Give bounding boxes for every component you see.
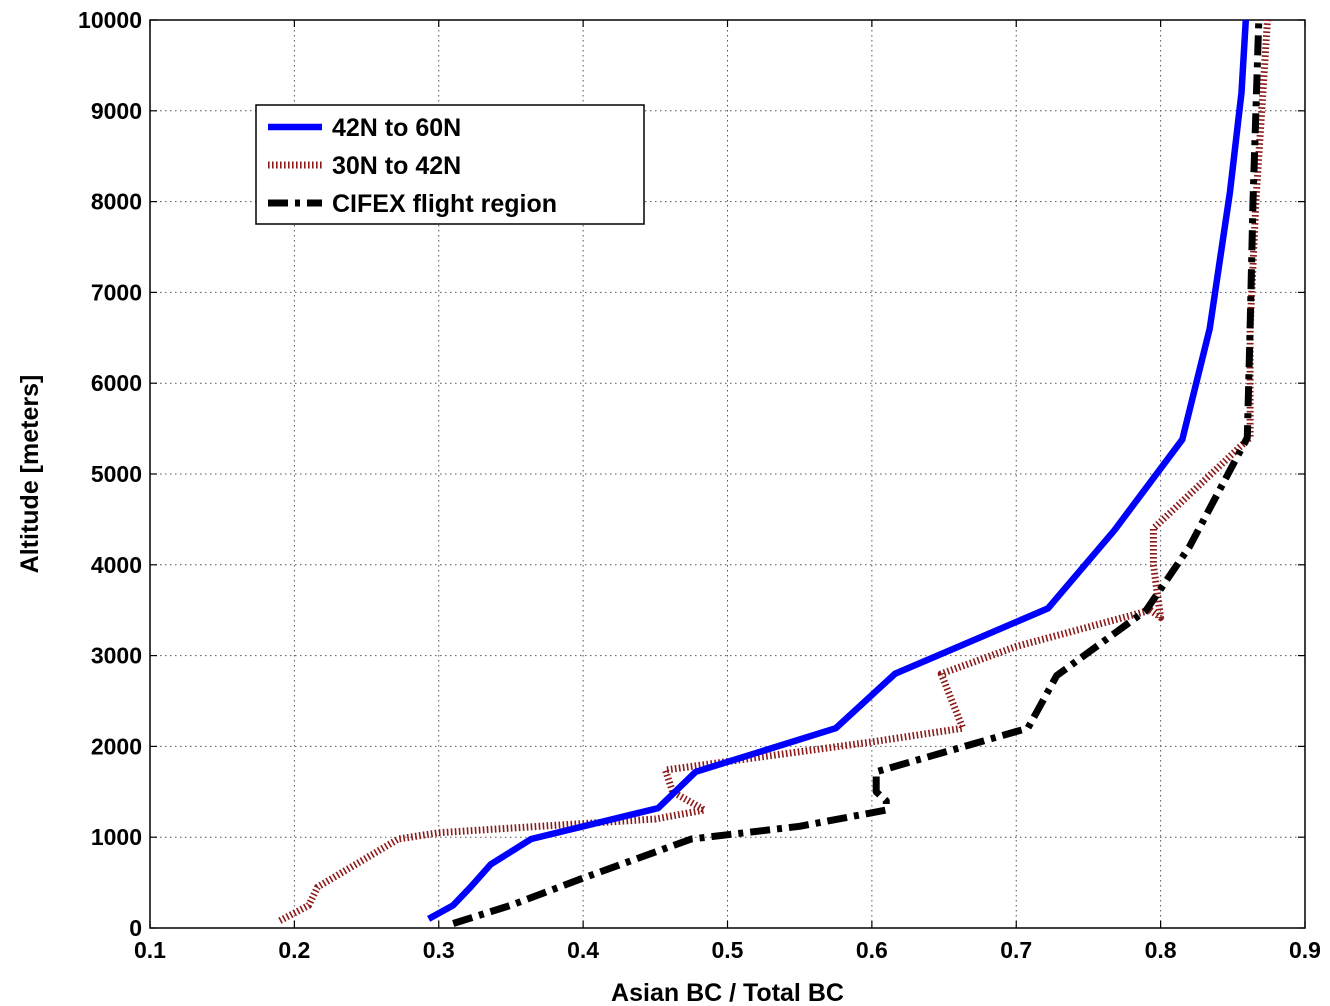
- x-tick-label: 0.5: [712, 937, 744, 963]
- legend-label-1: 30N to 42N: [332, 152, 461, 180]
- y-tick-label: 8000: [91, 189, 142, 215]
- series-layer: [278, 19, 1271, 927]
- x-tick-label: 0.3: [423, 937, 455, 963]
- y-tick-label: 9000: [91, 98, 142, 124]
- legend-label-0: 42N to 60N: [332, 114, 461, 142]
- legend-label-2: CIFEX flight region: [332, 190, 557, 218]
- x-tick-label: 0.2: [278, 937, 310, 963]
- legend-entries: 42N to 60N 30N to 42N CIFEX flight region: [268, 114, 557, 218]
- x-axis-label: Asian BC / Total BC: [611, 979, 844, 1006]
- y-tick-label: 4000: [91, 552, 142, 578]
- x-tick-label: 0.9: [1289, 937, 1321, 963]
- x-tick-label: 0.6: [856, 937, 888, 963]
- y-tick-label: 2000: [91, 733, 142, 759]
- x-tick-label: 0.7: [1000, 937, 1032, 963]
- y-tick-label: 5000: [91, 461, 142, 487]
- y-tick-label: 1000: [91, 824, 142, 850]
- y-tick-label: 6000: [91, 370, 142, 396]
- y-tick-label: 7000: [91, 279, 142, 305]
- x-tick-label: 0.1: [134, 937, 166, 963]
- y-tick-label: 0: [129, 915, 142, 941]
- y-tick-labels: 0 1000 2000 3000 4000 5000 6000 7000 8000 9000 100…: [78, 7, 142, 941]
- x-tick-labels: 0.1 0.2 0.3 0.4 0.5 0.6 0.7 0.8 0.9: [134, 937, 1321, 963]
- y-axis-label: Altitude [meters]: [16, 375, 44, 574]
- x-tick-label: 0.8: [1145, 937, 1177, 963]
- legend: 42N to 60N 30N to 42N CIFEX flight region: [255, 104, 645, 225]
- series-line-0: [427, 19, 1250, 922]
- y-tick-label: 3000: [91, 643, 142, 669]
- x-tick-label: 0.4: [567, 937, 599, 963]
- axis-ticks: [149, 19, 1306, 929]
- series-line-1: [278, 19, 1271, 924]
- y-tick-label: 10000: [78, 7, 142, 33]
